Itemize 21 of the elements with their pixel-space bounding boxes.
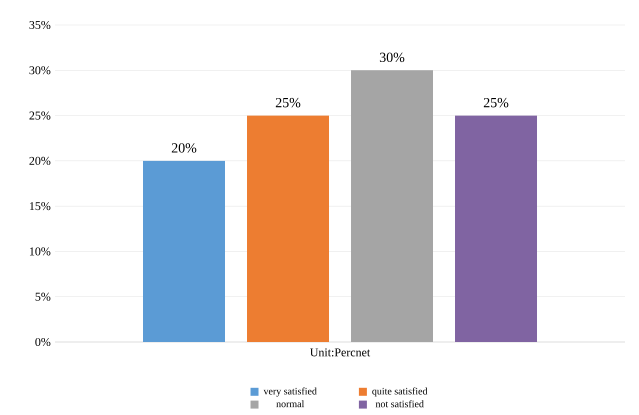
legend-label: normal xyxy=(276,400,304,408)
y-tick-label: 35% xyxy=(29,20,50,30)
legend-label: quite satisfied xyxy=(372,387,428,397)
y-tick-label: 15% xyxy=(30,202,50,210)
bar xyxy=(247,116,330,342)
bar xyxy=(143,160,226,342)
y-tick-label: 5% xyxy=(36,292,50,301)
legend-label: very satisfied xyxy=(264,387,317,397)
data-label: 25% xyxy=(484,98,508,108)
data-label: 25% xyxy=(276,98,300,108)
data-label: 20% xyxy=(172,143,196,153)
y-tick-label: 0% xyxy=(35,338,50,346)
y-tick-label: 20% xyxy=(29,156,50,165)
y-tick-label: 10% xyxy=(30,247,50,256)
data-label: 30% xyxy=(380,52,404,62)
x-axis-title: Unit:Percnet xyxy=(310,348,370,356)
y-tick-label: 25% xyxy=(29,112,50,120)
bar xyxy=(455,116,538,342)
y-tick-label: 30% xyxy=(29,66,50,74)
legend-label: not satisfied xyxy=(376,400,424,408)
bar xyxy=(351,70,434,342)
